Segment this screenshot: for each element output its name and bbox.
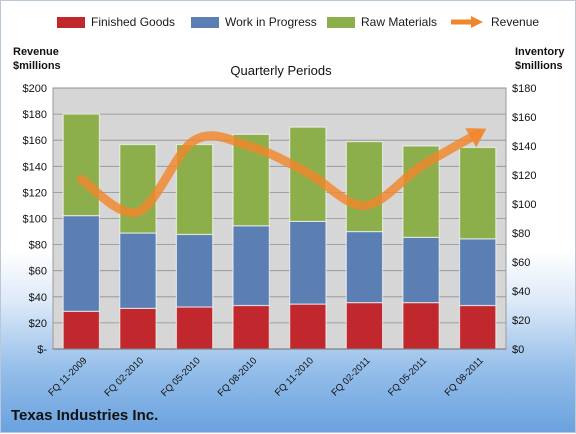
category-label: FQ 02-2010 [102, 355, 146, 399]
bar-finished-goods [120, 308, 156, 349]
left-tick-label: $60 [29, 266, 47, 278]
bar-finished-goods [346, 303, 382, 349]
bar-raw-materials [346, 142, 382, 232]
right-tick-label: $20 [512, 315, 530, 327]
right-tick-label: $140 [512, 141, 536, 153]
bar-work-in-progress [233, 226, 269, 306]
right-tick-label: $160 [512, 112, 536, 124]
bar-finished-goods [233, 306, 269, 350]
right-tick-label: $0 [512, 344, 524, 356]
company-name: Texas Industries Inc. [11, 407, 158, 424]
left-tick-label: $160 [23, 135, 47, 147]
left-tick-label: $80 [29, 240, 47, 252]
category-label: FQ 05-2010 [159, 355, 203, 399]
category-label: FQ 11-2009 [46, 355, 89, 398]
bar-work-in-progress [290, 221, 326, 304]
left-tick-label: $200 [23, 83, 47, 95]
left-tick-label: $120 [23, 187, 47, 199]
bar-finished-goods [290, 304, 326, 349]
bar-finished-goods [460, 306, 496, 350]
bar-work-in-progress [403, 237, 439, 302]
category-label: FQ 11-2010 [273, 355, 316, 398]
category-label: FQ 05-2011 [386, 355, 429, 398]
bar-work-in-progress [63, 216, 99, 312]
category-label: FQ 08-2011 [443, 355, 486, 398]
category-label: FQ 02-2011 [329, 355, 372, 398]
bar-work-in-progress [346, 232, 382, 303]
bar-finished-goods [176, 307, 212, 349]
right-tick-label: $60 [512, 257, 530, 269]
left-tick-label: $- [37, 344, 47, 356]
bar-work-in-progress [460, 239, 496, 306]
bar-raw-materials [120, 145, 156, 233]
right-tick-label: $80 [512, 228, 530, 240]
bar-work-in-progress [120, 233, 156, 308]
left-tick-label: $100 [23, 214, 47, 226]
left-tick-label: $40 [29, 292, 47, 304]
bar-finished-goods [63, 311, 99, 349]
right-tick-label: $40 [512, 286, 530, 298]
bar-raw-materials [460, 147, 496, 238]
bar-work-in-progress [176, 234, 212, 307]
left-tick-label: $20 [29, 318, 47, 330]
right-tick-label: $180 [512, 83, 536, 95]
category-label: FQ 08-2010 [216, 355, 260, 399]
left-tick-label: $180 [23, 109, 47, 121]
left-tick-label: $140 [23, 161, 47, 173]
bar-raw-materials [63, 114, 99, 216]
right-tick-label: $120 [512, 170, 536, 182]
bar-finished-goods [403, 303, 439, 349]
right-tick-label: $100 [512, 199, 536, 211]
